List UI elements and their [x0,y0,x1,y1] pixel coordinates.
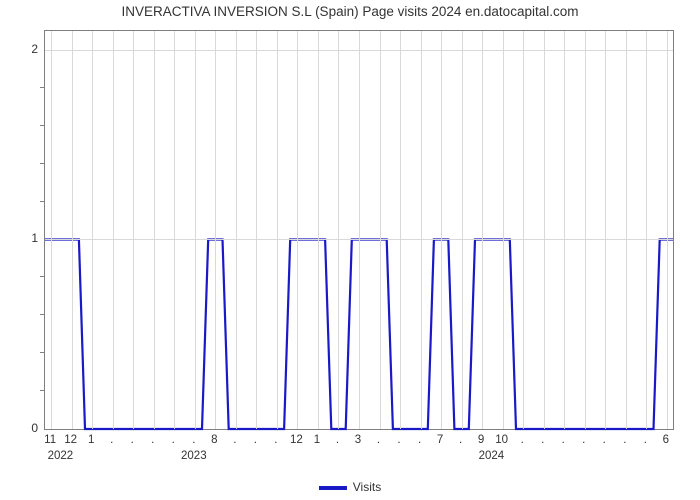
grid-v [359,31,360,429]
grid-v [154,31,155,429]
grid-v [564,31,565,429]
grid-v [503,31,504,429]
ytick-minor [40,352,44,353]
year-label: 2023 [181,450,207,462]
xtick-label: . [151,434,154,446]
legend-label: Visits [353,480,381,494]
ytick-minor [40,87,44,88]
xtick-label: . [336,434,339,446]
ytick-label: 1 [8,231,38,245]
xtick-label: . [582,434,585,446]
xtick-label: 8 [211,434,217,446]
grid-v [256,31,257,429]
grid-v [585,31,586,429]
xtick-label: . [254,434,257,446]
grid-v [236,31,237,429]
grid-v [380,31,381,429]
grid-v [277,31,278,429]
grid-v [544,31,545,429]
grid-v [215,31,216,429]
xtick-label: 11 [44,434,56,446]
xtick-label: 1 [88,434,94,446]
legend: Visits [0,480,700,494]
xtick-label: 12 [64,434,77,446]
year-label: 2024 [479,450,505,462]
xtick-label: . [110,434,113,446]
xtick-label: . [644,434,647,446]
ytick-label: 0 [8,421,38,435]
grid-v [133,31,134,429]
ytick-minor [40,125,44,126]
grid-v [667,31,668,429]
xtick-label: 7 [437,434,443,446]
ytick-minor [40,201,44,202]
xtick-label: . [274,434,277,446]
grid-v [72,31,73,429]
xtick-label: . [459,434,462,446]
xtick-label: . [397,434,400,446]
xtick-label: 1 [314,434,320,446]
xtick-label: . [172,434,175,446]
xtick-label: . [192,434,195,446]
chart-container: { "chart": { "type": "line", "title": "I… [0,0,700,500]
xtick-label: . [521,434,524,446]
grid-v [646,31,647,429]
grid-v [523,31,524,429]
ytick-minor [40,314,44,315]
ytick-minor [40,163,44,164]
grid-v [51,31,52,429]
grid-v [113,31,114,429]
plot-area [44,30,674,430]
xtick-label: . [233,434,236,446]
grid-v [195,31,196,429]
xtick-label: . [377,434,380,446]
xtick-label: 6 [663,434,669,446]
chart-title: INVERACTIVA INVERSION S.L (Spain) Page v… [0,4,700,19]
grid-v [318,31,319,429]
xtick-label: . [541,434,544,446]
grid-v [174,31,175,429]
grid-v [441,31,442,429]
xtick-label: . [623,434,626,446]
xtick-label: . [603,434,606,446]
ytick-minor [40,390,44,391]
grid-v [297,31,298,429]
grid-v [482,31,483,429]
grid-v [92,31,93,429]
grid-v [338,31,339,429]
ytick-label: 2 [8,42,38,56]
grid-v [605,31,606,429]
year-label: 2022 [48,450,74,462]
ytick-minor [40,276,44,277]
xtick-label: 3 [355,434,361,446]
grid-v [462,31,463,429]
xtick-label: . [562,434,565,446]
xtick-label: 12 [290,434,303,446]
grid-v [626,31,627,429]
xtick-label: 9 [478,434,484,446]
legend-swatch [319,486,347,490]
xtick-label: 10 [495,434,508,446]
xtick-label: . [131,434,134,446]
grid-v [421,31,422,429]
xtick-label: . [418,434,421,446]
grid-v [400,31,401,429]
